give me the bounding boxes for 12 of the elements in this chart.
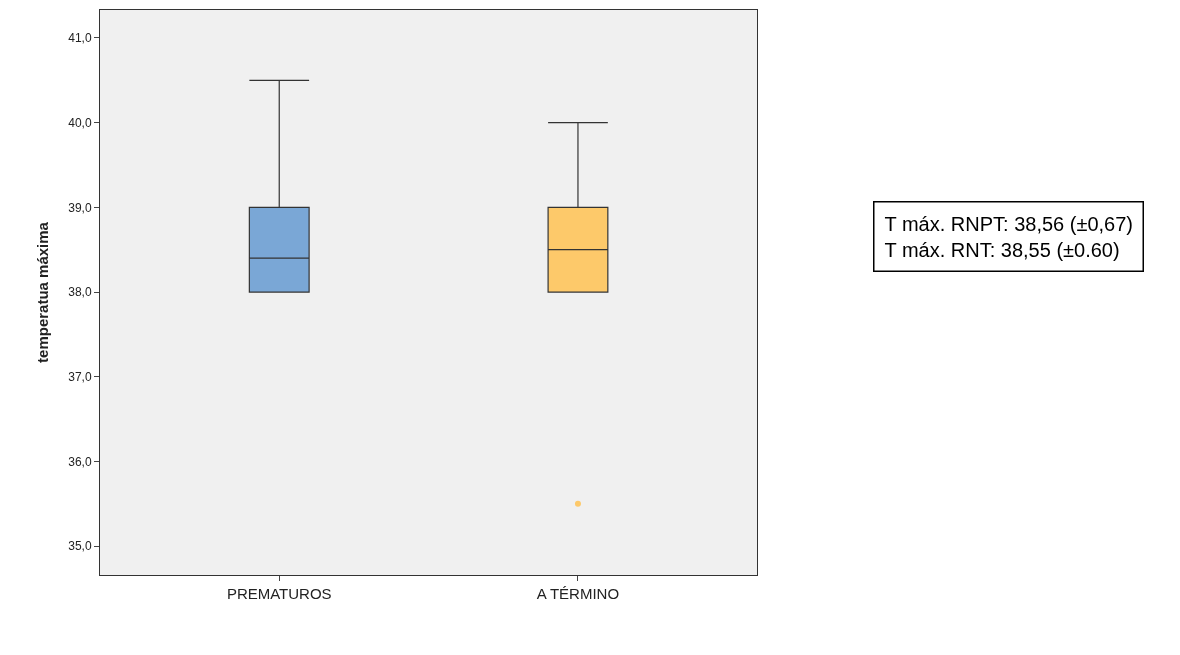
y-tick-label: 40,0: [68, 115, 92, 130]
y-tick-label: 38,0: [68, 285, 92, 300]
y-tick-label: 35,0: [68, 539, 92, 554]
x-tick-label: A TÉRMINO: [536, 585, 620, 602]
y-tick-label: 37,0: [68, 369, 92, 384]
text: T máx. RNPT: 38,56 (±0,67): [884, 212, 1133, 235]
y-axis-title: temperatua máxima: [34, 221, 52, 363]
text: T máx. RNT: 38,55 (±0.60): [884, 238, 1120, 261]
y-tick-label: 39,0: [68, 200, 92, 215]
y-tick-label: 36,0: [68, 454, 92, 469]
y-tick-label: 41,0: [68, 31, 92, 46]
x-tick-label: PREMATUROS: [226, 585, 332, 602]
